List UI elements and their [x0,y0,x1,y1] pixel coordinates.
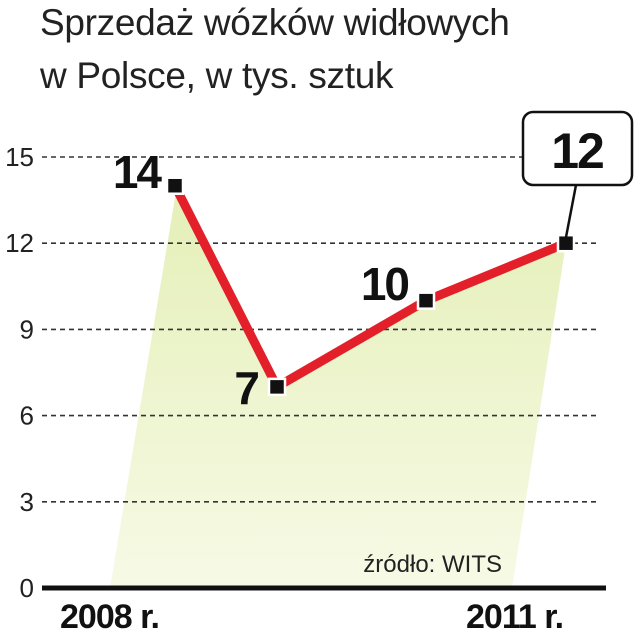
x-axis-label-start: 2008 r. [60,598,159,636]
y-tick-label: 0 [20,573,34,603]
y-tick-label: 3 [20,487,34,517]
series-line [170,181,571,392]
callout-box [521,110,634,187]
x-axis-label-end: 2011 r. [466,598,563,636]
y-axis-tick-labels: 0 3 6 9 12 15 [5,142,34,603]
source-note: źródło: WITS [363,551,502,578]
grid-lines [42,156,600,503]
data-point-marker-2011 [556,233,576,253]
area-fill [110,185,566,588]
chart-title-line-2: w Polsce, w tys. sztuk [40,55,394,96]
y-tick-label: 6 [20,401,34,431]
data-label-2010: 10 [361,258,409,310]
data-point-marker-2008 [165,176,185,195]
data-label-2009: 7 [234,362,258,414]
y-tick-label: 12 [5,228,34,258]
callout-pointer [564,184,578,238]
y-tick-label: 15 [5,142,34,172]
data-label-2008: 14 [113,146,163,198]
chart-title-line-1: Sprzedaż wózków widłowych [40,2,510,43]
data-label-2011: 12 [551,123,603,179]
y-tick-label: 9 [20,314,34,344]
data-point-labels: 14 7 10 12 [113,110,634,414]
data-point-marker-2010 [416,291,436,310]
data-point-marker-2009 [267,377,287,397]
x-axis-labels: 2008 r. 2011 r. [60,598,564,636]
